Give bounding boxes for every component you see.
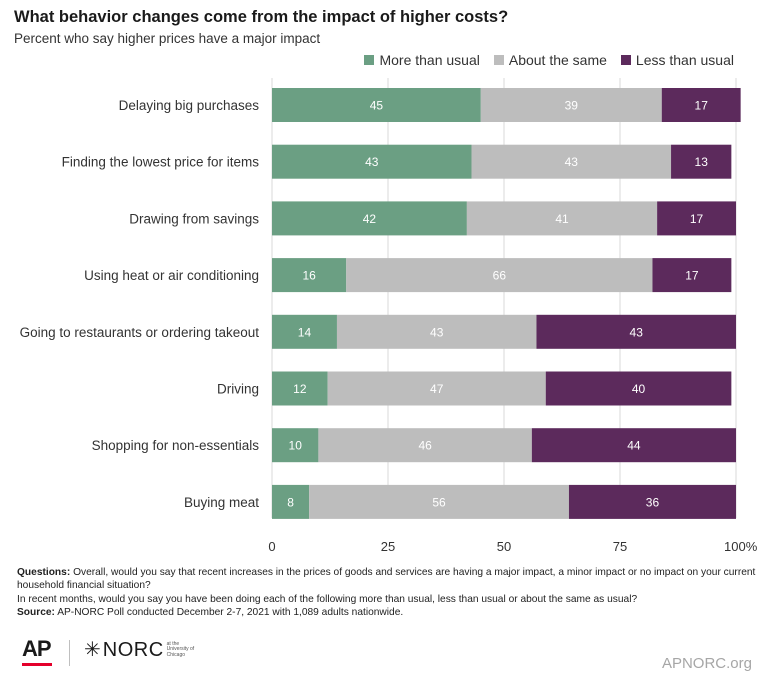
category-label: Finding the lowest price for items — [62, 155, 260, 170]
site-url: APNORC.org — [661, 655, 752, 672]
data-label: 44 — [627, 439, 641, 453]
category-label: Delaying big purchases — [119, 98, 260, 113]
data-label: 46 — [418, 439, 432, 453]
data-label: 66 — [493, 269, 507, 283]
data-label: 42 — [363, 212, 377, 226]
data-label: 47 — [430, 382, 444, 396]
bar-segment — [480, 88, 662, 122]
norc-logo-subtext: at the University of Chicago — [166, 640, 195, 658]
legend-item-same: About the same — [493, 52, 607, 68]
legend-label-less: Less than usual — [635, 52, 734, 68]
norc-logo-text: NORC — [102, 639, 164, 661]
question-2: In recent months, would you say you have… — [17, 593, 638, 605]
data-label: 10 — [289, 439, 303, 453]
data-label: 17 — [690, 212, 704, 226]
ap-logo-bar — [22, 663, 52, 666]
legend-swatch-same — [493, 55, 504, 65]
chart-notes: Questions: Overall, would you say that r… — [17, 566, 757, 620]
data-label: 40 — [632, 382, 646, 396]
source-line: Source: AP-NORC Poll conducted December … — [17, 606, 757, 619]
data-label: 13 — [695, 155, 709, 169]
source-label: Source: — [17, 607, 55, 619]
bar-segment — [545, 371, 732, 406]
legend-swatch-more — [364, 55, 375, 65]
data-label: 16 — [302, 269, 316, 283]
bar-segment — [272, 258, 347, 293]
bar-segment — [568, 484, 736, 519]
question-1: Questions: Overall, would you say that r… — [17, 566, 757, 593]
data-label: 56 — [432, 495, 446, 509]
data-label: 12 — [293, 382, 307, 396]
category-label: Using heat or air conditioning — [84, 268, 259, 283]
data-label: 43 — [565, 155, 579, 169]
bar-segment — [272, 144, 472, 179]
bar-segment — [671, 144, 732, 179]
bar-segment — [272, 484, 310, 519]
bar-segment — [652, 258, 732, 293]
data-label: 43 — [430, 325, 444, 339]
data-label: 39 — [565, 99, 579, 113]
questions-label: Questions: — [17, 567, 71, 578]
chart-legend: More than usual About the same Less than… — [350, 52, 734, 68]
source-text: AP-NORC Poll conducted December 2-7, 202… — [57, 607, 404, 619]
category-label: Shopping for non-essentials — [92, 438, 260, 453]
bar-segment — [272, 88, 481, 122]
bar-segment — [272, 428, 319, 463]
x-tick-label: 75 — [613, 539, 627, 554]
category-label: Going to restaurants or ordering takeout — [20, 325, 260, 340]
bar-segment — [318, 428, 532, 463]
bar-segment — [661, 88, 741, 122]
x-tick-label: 0 — [268, 539, 275, 554]
x-tick-label: 100% — [724, 539, 758, 554]
x-tick-label: 50 — [497, 539, 511, 554]
data-label: 36 — [646, 495, 660, 509]
ap-logo-text: AP — [22, 636, 52, 661]
logo-divider — [69, 640, 70, 666]
bar-segment — [336, 314, 537, 349]
bar-segment — [272, 314, 337, 349]
category-label: Buying meat — [184, 495, 259, 510]
bar-segment — [309, 484, 569, 519]
bar-segment — [346, 258, 653, 293]
norc-logo: ✳ NORC at the University of Chicago — [84, 640, 201, 660]
chart-subtitle: Percent who say higher prices have a maj… — [14, 31, 321, 46]
norc-star-icon: ✳ — [84, 639, 101, 661]
legend-item-more: More than usual — [364, 52, 480, 68]
legend-item-less: Less than usual — [620, 52, 734, 68]
data-label: 43 — [630, 325, 644, 339]
chart-title: What behavior changes come from the impa… — [14, 8, 509, 26]
legend-swatch-less — [620, 55, 631, 65]
category-label: Drawing from savings — [129, 211, 259, 226]
data-label: 17 — [685, 269, 699, 283]
data-label: 45 — [370, 99, 384, 113]
data-label: 14 — [298, 325, 312, 339]
ap-logo: AP — [22, 638, 56, 670]
legend-label-same: About the same — [508, 52, 607, 68]
bar-segment — [536, 314, 736, 349]
stacked-bar-chart: 0 25 50 75 100% Delaying big purchases 45 39 17 F… — [20, 78, 758, 554]
bar-segment — [272, 371, 328, 406]
data-label: 8 — [287, 495, 294, 509]
legend-label-more: More than usual — [379, 52, 480, 68]
bar-segment — [466, 201, 658, 236]
questions-text: Overall, would you say that recent incre… — [17, 567, 756, 592]
bar-segment — [531, 428, 736, 463]
bar-segment — [657, 201, 736, 236]
x-tick-label: 25 — [381, 539, 395, 554]
bar-segment — [327, 371, 546, 406]
data-label: 17 — [695, 99, 709, 113]
category-label: Driving — [217, 382, 259, 397]
data-label: 43 — [365, 155, 379, 169]
bar-segment — [272, 201, 467, 236]
bar-segment — [471, 144, 672, 179]
data-label: 41 — [555, 212, 569, 226]
